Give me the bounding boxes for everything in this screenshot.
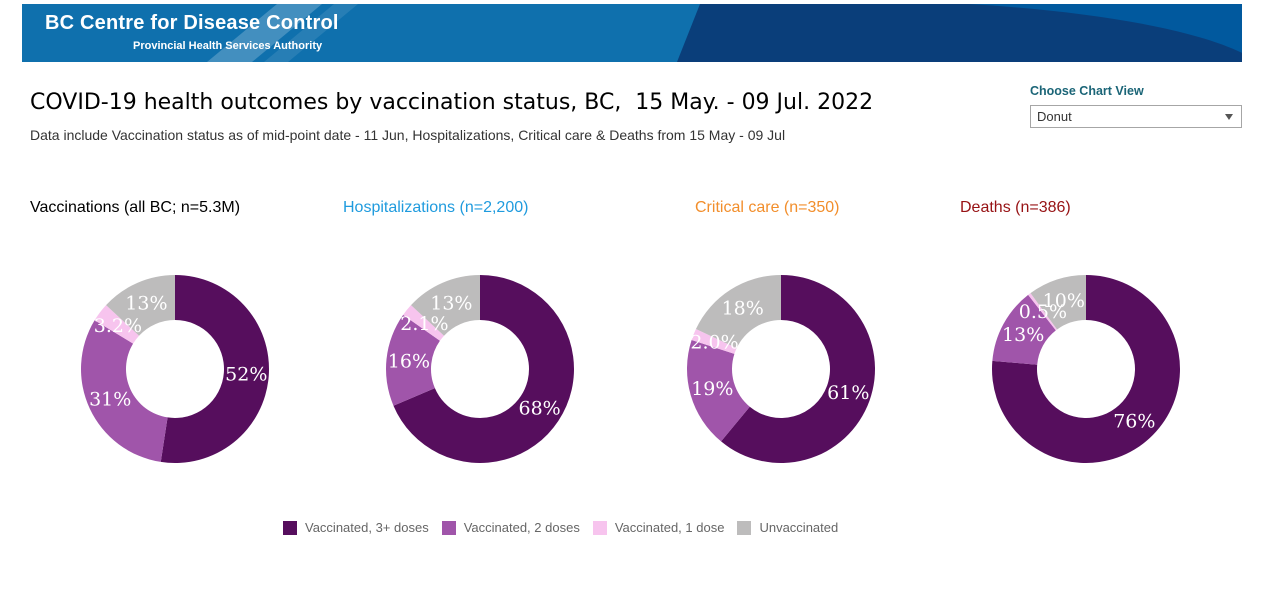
slice-percent-label: 16% [388,350,430,372]
donut-slice[interactable] [992,294,1056,365]
legend-swatch-2-doses [441,520,456,535]
chart-view-dropdown[interactable]: Donut [1030,105,1242,128]
chart-title-critical-care: Critical care (n=350) [695,199,840,216]
legend-label: Vaccinated, 3+ doses [305,520,429,535]
donut-slice[interactable] [1030,275,1086,330]
page-subtitle: Data include Vaccination status as of mi… [30,127,786,143]
slice-percent-label: 61% [827,382,869,404]
slice-percent-label: 10% [1043,290,1085,312]
legend-item-1-dose[interactable]: Vaccinated, 1 dose [592,520,725,535]
donut-slice[interactable] [403,305,445,341]
donut-slice[interactable] [94,305,140,344]
donut-chart-critical-care[interactable]: 61% 19% 2.0% 18% [681,269,881,469]
slice-percent-label: 19% [691,378,733,400]
page-title: COVID-19 health outcomes by vaccination … [30,90,874,115]
donut-chart-vaccinations[interactable]: 52% 31% 3.2%13% [75,269,275,469]
legend-swatch-1-dose [592,520,607,535]
donut-chart-hospitalizations[interactable]: 68% 16% 2.1%13% [380,269,580,469]
donut-slice[interactable] [106,275,175,336]
slice-percent-label: 0.5% [1019,301,1067,323]
donut-slice[interactable] [1028,293,1058,331]
legend-item-2-doses[interactable]: Vaccinated, 2 doses [441,520,580,535]
donut-slice[interactable] [81,320,168,462]
chart-title-vaccinations: Vaccinations (all BC; n=5.3M) [30,199,241,216]
bccdc-header-banner: BC Centre for Disease Control Provincial… [22,4,1242,62]
legend-label: Vaccinated, 2 doses [463,520,580,535]
slice-percent-label: 13% [125,292,167,314]
slice-percent-label: 2.0% [690,332,738,354]
chart-title-deaths: Deaths (n=386) [960,199,1071,216]
slice-percent-label: 68% [518,397,560,419]
legend-item-3plus-doses[interactable]: Vaccinated, 3+ doses [283,520,429,535]
slice-percent-label: 76% [1113,411,1155,433]
slice-percent-label: 18% [722,298,764,320]
legend-label: Unvaccinated [759,520,839,535]
legend-item-unvaccinated[interactable]: Unvaccinated [737,520,838,535]
bccdc-logo-subtitle: Provincial Health Services Authority [133,40,323,52]
slice-percent-label: 31% [89,388,131,410]
donut-slice[interactable] [721,275,875,463]
legend-swatch-unvaccinated [737,520,752,535]
slice-percent-label: 2.1% [400,313,448,335]
donut-slice[interactable] [687,339,750,442]
donut-slice[interactable] [691,328,737,354]
chart-view-selected-value: Donut [1037,109,1072,124]
bccdc-logo-title: BC Centre for Disease Control [45,12,339,34]
donut-slice[interactable] [386,314,440,406]
donut-chart-deaths[interactable]: 76% 13%0.5%10% [986,269,1186,469]
slice-percent-label: 52% [225,363,267,385]
donut-slice[interactable] [160,275,269,463]
slice-percent-label: 13% [1002,324,1044,346]
donut-slice[interactable] [695,275,781,349]
legend: Vaccinated, 3+ doses Vaccinated, 2 doses… [283,520,838,535]
slice-percent-label: 13% [430,292,472,314]
donut-slice[interactable] [393,275,574,463]
dropdown-caret-icon [1225,113,1233,120]
chart-title-hospitalizations: Hospitalizations (n=2,200) [343,199,529,216]
chart-view-label: Choose Chart View [1030,84,1144,98]
legend-swatch-3plus-doses [283,520,297,535]
slice-percent-label: 3.2% [94,315,142,337]
legend-label: Vaccinated, 1 dose [614,520,725,535]
banner-background-art [22,4,1242,62]
donut-slice[interactable] [411,275,480,336]
donut-slice[interactable] [992,275,1180,464]
